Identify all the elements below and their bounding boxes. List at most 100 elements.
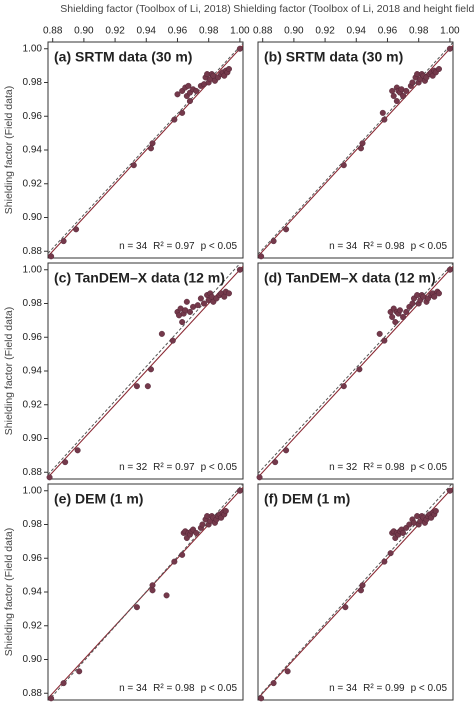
point [409,79,416,86]
point [183,298,190,305]
y-tick-label: 0.96 [23,111,43,122]
point [284,668,291,675]
x-tick-label: 0.98 [409,26,429,37]
point [225,290,232,297]
point [357,587,364,594]
point [48,253,55,260]
point [149,587,156,594]
point [392,319,399,326]
point [431,293,438,300]
y-tick-label: 0.98 [23,519,43,530]
stat: n = 32 [329,462,358,473]
stats: n = 32 R² = 0.98 p < 0.05 [329,462,447,473]
point [270,680,277,687]
point [258,695,265,702]
y-axis-label: Shielding factor (Field data) [3,86,15,214]
point [340,383,347,390]
x-tick-label: 1.00 [230,26,250,37]
stat: n = 34 [119,241,148,252]
y-tick-label: 0.98 [23,77,43,88]
point [197,295,204,302]
y-tick-label: 0.88 [23,246,43,257]
y-tick-label: 0.94 [23,366,43,377]
x-tick-label: 0.96 [378,26,398,37]
regression-line [48,263,242,475]
point [74,447,81,454]
point [179,319,186,326]
point [236,45,243,52]
panel-title: (c) TanDEM–X data (12 m) [54,270,225,286]
panel-title: (d) TanDEM–X data (12 m) [264,270,436,286]
stat: R² = 0.98 [153,683,195,694]
point [270,238,277,245]
y-tick-label: 0.90 [23,212,43,223]
stat: n = 34 [119,683,148,694]
stats: n = 34 R² = 0.98 p < 0.05 [119,683,237,694]
plot-frame [257,483,454,701]
point [403,308,410,315]
y-tick-label: 0.92 [23,620,43,631]
point [356,366,363,373]
y-tick-label: 1.00 [23,264,43,275]
point [60,680,67,687]
point [199,521,206,528]
point [73,226,80,233]
point [342,604,349,611]
point [376,330,383,337]
y-tick-label: 0.98 [23,298,43,309]
x-tick-label: 0.90 [284,26,304,37]
point [171,116,178,123]
y-tick-label: 0.94 [23,145,43,156]
x-tick-label: 0.98 [199,26,219,37]
point [194,302,201,309]
y-tick-label: 0.90 [23,654,43,665]
y-tick-label: 0.88 [23,467,43,478]
stat: n = 34 [329,241,358,252]
point [256,474,263,481]
y-tick-label: 0.88 [23,688,43,699]
x-tick-label: 0.94 [137,26,157,37]
x-axis-label: Shielding factor (Toolbox of Li, 2018 an… [233,3,474,15]
point [130,162,137,169]
point [283,226,290,233]
regression-line [48,42,243,254]
point [133,383,140,390]
point [389,87,396,94]
x-tick-label: 0.92 [105,26,125,37]
panel-title: (f) DEM (1 m) [264,491,350,507]
point [283,447,290,454]
y-tick-label: 1.00 [23,485,43,496]
plot-frame [257,262,454,480]
point [158,330,165,337]
point [403,87,410,94]
y-tick-label: 0.96 [23,332,43,343]
stats: n = 34 R² = 0.99 p < 0.05 [329,683,447,694]
stat: p < 0.05 [411,683,448,694]
y-axis-label: Shielding factor (Field data) [3,528,15,656]
point [186,308,193,315]
point [62,459,69,466]
point [359,140,366,147]
stats: n = 34 R² = 0.98 p < 0.05 [329,241,447,252]
point [163,592,170,599]
point [185,82,192,89]
point [193,87,200,94]
point [272,459,279,466]
point [381,337,388,344]
panel-title: (a) SRTM data (30 m) [54,49,192,65]
y-tick-label: 1.00 [23,43,43,54]
point [149,582,156,589]
stats: n = 32 R² = 0.97 p < 0.05 [119,462,237,473]
stat: R² = 0.97 [153,462,195,473]
point [133,604,140,611]
point [381,558,388,565]
point [446,487,453,494]
stat: n = 32 [119,462,148,473]
point [435,65,442,72]
x-tick-label: 1.00 [440,26,460,37]
plot-frame [257,41,454,259]
point [174,91,181,98]
point [149,140,156,147]
point [147,366,154,373]
